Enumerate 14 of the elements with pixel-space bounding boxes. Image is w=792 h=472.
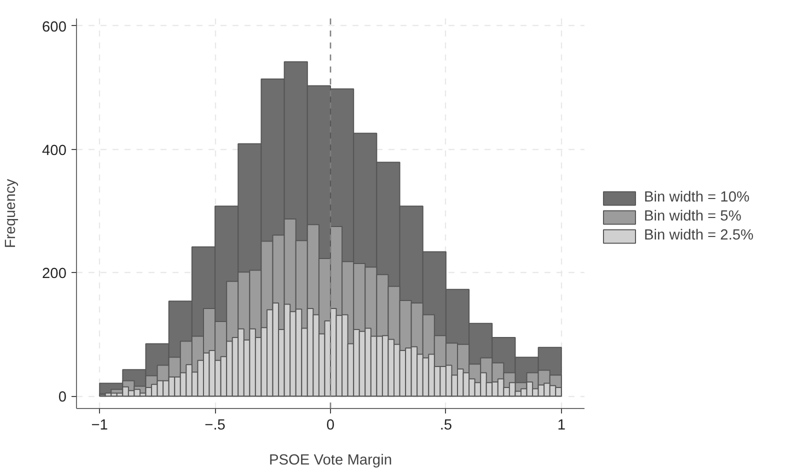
legend-label: Bin width = 10% (644, 190, 750, 206)
x-axis-title: PSOE Vote Margin (268, 452, 392, 468)
x-tick-label: .5 (440, 418, 452, 434)
y-axis-title: Frequency (3, 178, 20, 248)
y-tick-label: 600 (42, 19, 67, 36)
legend-label: Bin width = 5% (644, 208, 742, 224)
x-tick-label: −1 (91, 418, 108, 434)
x-tick-label: 1 (557, 418, 566, 434)
y-tick-label: 0 (58, 390, 67, 406)
x-tick-label: −.5 (204, 418, 226, 434)
y-tick-label: 200 (42, 266, 67, 282)
legend-label: Bin width = 2.5% (644, 228, 754, 244)
y-tick-label: 400 (42, 142, 67, 159)
x-tick-label: 0 (326, 418, 335, 434)
